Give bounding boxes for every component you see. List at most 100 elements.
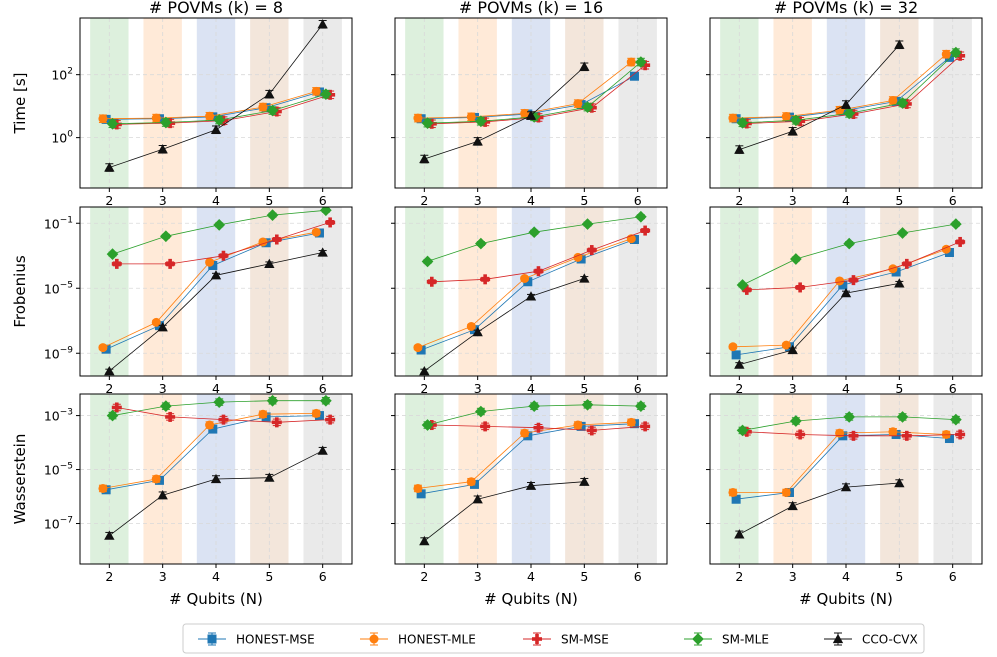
y-tick-label: 10−5 — [44, 462, 73, 478]
x-axis-label-1: # Qubits (N) — [169, 590, 263, 608]
y-tick-label: 10−3 — [44, 408, 73, 424]
point-sm-mse — [955, 236, 966, 247]
point-sm-mle — [160, 230, 172, 243]
x-tick-label: 3 — [789, 569, 797, 584]
point-cco-cvx — [104, 162, 115, 172]
y-tick-label: 102 — [51, 67, 73, 83]
point-honest-mle — [205, 420, 215, 430]
point-sm-mse — [325, 217, 336, 228]
point-sm-mse — [426, 276, 437, 287]
point-honest-mle — [573, 99, 583, 109]
point-cco-cvx — [210, 124, 222, 134]
series-line-cco-cvx — [424, 278, 585, 372]
x-tick-label: 2 — [420, 381, 428, 396]
point-sm-mle — [843, 411, 856, 423]
point-sm-mse — [218, 414, 229, 425]
legend-label: SM-MLE — [722, 633, 769, 647]
point-honest-mle — [466, 477, 476, 487]
point-sm-mse — [586, 245, 597, 256]
point-cco-cvx — [317, 445, 328, 455]
x-axis-labels: # Qubits (N) # Qubits (N) # Qubits (N) — [169, 590, 893, 608]
point-sm-mse — [533, 422, 544, 433]
point-cco-cvx — [840, 99, 852, 109]
point-sm-mse — [480, 274, 491, 285]
legend-entry-sm-mse: SM-MSE — [523, 632, 609, 647]
point-sm-mle — [581, 101, 594, 113]
point-honest-mse — [944, 434, 954, 444]
row-label-3: Wasserstein — [11, 434, 29, 525]
point-cco-cvx — [104, 530, 115, 540]
point-sm-mle — [950, 218, 962, 230]
panel-r1-c2: 2 3 4 5 6 — [391, 17, 668, 208]
column-title-2: # POVMs (k) = 16 — [459, 0, 603, 17]
point-cco-cvx — [210, 270, 222, 280]
point-honest-mse — [208, 261, 218, 270]
point-sm-mle — [896, 411, 909, 423]
series-line-cco-cvx — [424, 66, 585, 160]
point-cco-cvx — [472, 326, 483, 337]
point-sm-mse — [795, 429, 806, 440]
point-sm-mle — [635, 210, 647, 223]
point-sm-mle — [320, 207, 332, 217]
point-sm-mle — [160, 400, 172, 412]
point-honest-mle — [941, 49, 951, 59]
point-sm-mse — [533, 266, 544, 277]
point-cco-cvx — [419, 535, 430, 546]
x-tick-label: 4 — [212, 381, 220, 396]
point-sm-mle — [736, 116, 749, 129]
point-sm-mle — [266, 104, 279, 117]
plot-area — [98, 394, 336, 540]
x-tick-label: 2 — [420, 569, 428, 584]
legend-marker — [532, 634, 542, 644]
point-honest-mle — [520, 108, 530, 118]
point-honest-mse — [731, 494, 741, 504]
point-honest-mle — [98, 483, 108, 493]
point-sm-mle — [475, 237, 487, 250]
point-honest-mse — [208, 424, 218, 434]
point-cco-cvx — [787, 344, 798, 355]
legend: HONEST-MSE HONEST-MLE SM-MSE SM-MLE CCO-CVX — [182, 623, 925, 654]
point-sm-mle — [635, 56, 647, 68]
point-cco-cvx — [525, 480, 537, 490]
point-honest-mse — [944, 248, 954, 257]
point-cco-cvx — [894, 39, 905, 49]
x-tick-label: 5 — [580, 193, 588, 208]
point-sm-mse — [848, 275, 859, 286]
series-line-cco-cvx — [424, 481, 585, 542]
row-label-1: Time [s] — [11, 73, 29, 135]
point-sm-mse — [795, 282, 806, 293]
x-tick-label: 5 — [580, 569, 588, 584]
point-honest-mle — [781, 340, 791, 350]
point-sm-mse — [901, 258, 912, 269]
point-cco-cvx — [894, 477, 905, 488]
point-honest-mse — [416, 489, 426, 499]
point-sm-mle — [950, 413, 962, 426]
legend-marker — [832, 633, 844, 644]
point-honest-mse — [629, 71, 639, 81]
point-honest-mle — [520, 428, 530, 438]
x-tick-label: 2 — [420, 193, 428, 208]
point-honest-mle — [258, 102, 268, 112]
x-tick-label: 2 — [105, 569, 113, 584]
legend-entry-honest-mle: HONEST-MLE — [360, 632, 476, 647]
point-sm-mle — [106, 409, 119, 422]
panels: 2 3 4 5 6 100 102 2 3 4 5 6 2 3 4 5 6 2 3 4 5 6 10−9 10−5 10−1 2 3… — [44, 17, 983, 584]
point-sm-mse — [325, 414, 336, 425]
point-cco-cvx — [787, 126, 798, 136]
point-sm-mse — [480, 421, 491, 432]
point-sm-mle — [790, 415, 802, 427]
plot-area — [98, 19, 336, 172]
point-honest-mle — [413, 483, 423, 493]
point-sm-mle — [528, 226, 541, 239]
x-tick-label: 2 — [735, 193, 743, 208]
plot-area — [728, 218, 966, 369]
point-sm-mse — [640, 60, 651, 71]
point-sm-mse — [218, 250, 229, 261]
x-tick-label: 3 — [789, 381, 797, 396]
point-honest-mle — [573, 420, 583, 430]
y-tick-label: 10−5 — [44, 280, 73, 296]
point-honest-mle — [835, 428, 845, 438]
point-cco-cvx — [419, 153, 430, 164]
point-cco-cvx — [525, 110, 537, 120]
point-sm-mle — [635, 400, 647, 412]
